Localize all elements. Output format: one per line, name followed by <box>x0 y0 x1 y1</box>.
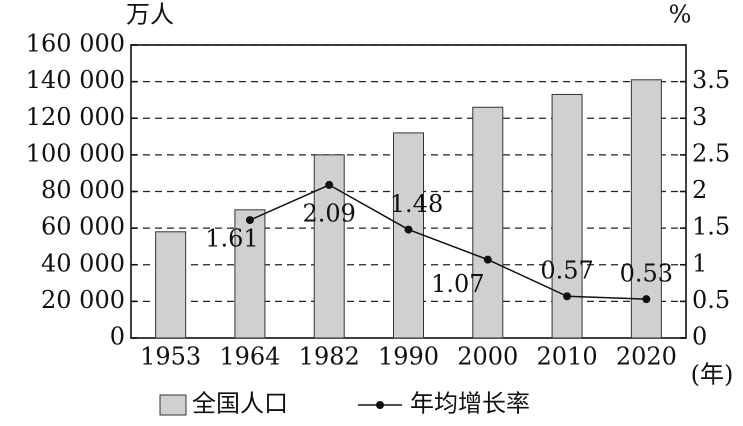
y2-tick-label: 1 <box>692 249 707 277</box>
y-tick-label: 140 000 <box>26 66 125 94</box>
line-point <box>325 180 334 189</box>
y-tick-label: 160 000 <box>26 30 125 58</box>
bar <box>234 209 266 339</box>
y-tick-label: 80 000 <box>41 176 125 204</box>
y2-tick-label: 3.5 <box>692 66 730 94</box>
legend-swatch <box>376 401 384 409</box>
y2-tick-label: 1.5 <box>692 213 730 241</box>
y2-tick-label: 2.5 <box>692 139 730 167</box>
data-label: 0.57 <box>540 257 593 285</box>
legend-label: 年均增长率 <box>410 390 530 418</box>
x-tick-label: 1964 <box>219 343 280 371</box>
y2-tick-label: 0.5 <box>692 286 730 314</box>
line-point <box>563 292 572 301</box>
y2-axis-label: % <box>669 1 692 29</box>
data-label: 1.07 <box>431 270 484 298</box>
data-label: 1.61 <box>205 225 258 253</box>
y-axis-label: 万人 <box>126 1 174 29</box>
y-tick-label: 40 000 <box>41 249 125 277</box>
line-point <box>404 225 413 234</box>
data-label: 0.53 <box>620 260 673 288</box>
bar <box>155 231 187 339</box>
legend-swatch <box>159 394 187 416</box>
x-axis-label: (年) <box>691 361 734 389</box>
y2-tick-label: 2 <box>692 176 707 204</box>
x-tick-label: 1982 <box>299 343 360 371</box>
line <box>249 184 647 300</box>
y-tick-label: 20 000 <box>41 286 125 314</box>
x-tick-label: 2000 <box>457 343 518 371</box>
y2-tick-label: 3 <box>692 103 707 131</box>
y-tick-label: 120 000 <box>26 103 125 131</box>
data-label: 2.09 <box>302 199 355 227</box>
data-label: 1.48 <box>390 190 443 218</box>
x-tick-label: 1953 <box>140 343 201 371</box>
x-tick-label: 2020 <box>616 343 677 371</box>
bar <box>630 79 662 339</box>
x-tick-label: 1990 <box>378 343 439 371</box>
line-point <box>483 255 492 264</box>
y-tick-label: 0 <box>110 323 125 351</box>
y-tick-label: 100 000 <box>26 139 125 167</box>
y2-tick-label: 0 <box>692 323 707 351</box>
bar <box>472 106 504 339</box>
line-point <box>245 216 254 225</box>
bar <box>393 132 424 339</box>
line-point <box>642 295 651 304</box>
x-tick-label: 2010 <box>537 343 598 371</box>
y-tick-label: 60 000 <box>41 213 125 241</box>
bar <box>551 93 583 339</box>
legend-label: 全国人口 <box>192 390 288 418</box>
